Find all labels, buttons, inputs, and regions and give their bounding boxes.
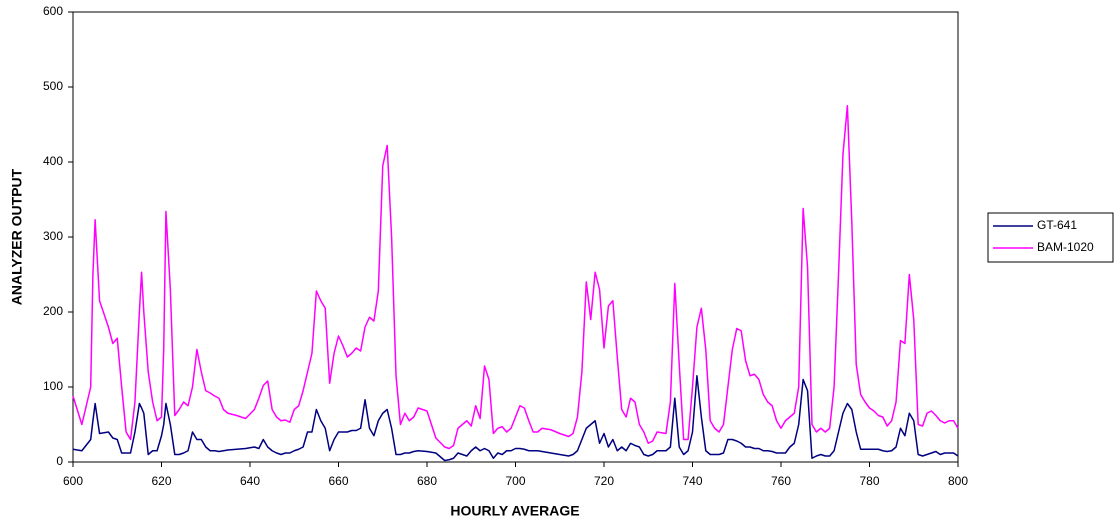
- y-tick-label: 300: [43, 229, 63, 243]
- series-line: [72, 375, 959, 462]
- x-tick-label: 780: [859, 474, 879, 488]
- x-tick-label: 720: [594, 474, 614, 488]
- legend-label: BAM-1020: [1037, 240, 1094, 254]
- x-tick-label: 640: [240, 474, 260, 488]
- legend-box: [987, 212, 1114, 263]
- x-tick-label: 760: [771, 474, 791, 488]
- y-tick-label: 0: [56, 454, 63, 468]
- series-line: [72, 105, 959, 450]
- x-axis-title: HOURLY AVERAGE: [450, 503, 579, 519]
- x-tick-label: 660: [328, 474, 348, 488]
- plot-frame: [72, 11, 959, 463]
- x-tick-label: 620: [151, 474, 171, 488]
- x-tick-label: 680: [417, 474, 437, 488]
- x-tick-label: 800: [948, 474, 968, 488]
- y-tick-label: 200: [43, 304, 63, 318]
- y-tick-label: 500: [43, 79, 63, 93]
- y-tick-label: 600: [43, 4, 63, 18]
- legend-label: GT-641: [1037, 218, 1077, 232]
- x-tick-label: 600: [63, 474, 83, 488]
- y-tick-label: 100: [43, 379, 63, 393]
- y-axis-title: ANALYZER OUTPUT: [9, 168, 25, 305]
- x-tick-label: 740: [682, 474, 702, 488]
- x-tick-label: 700: [505, 474, 525, 488]
- y-tick-label: 400: [43, 154, 63, 168]
